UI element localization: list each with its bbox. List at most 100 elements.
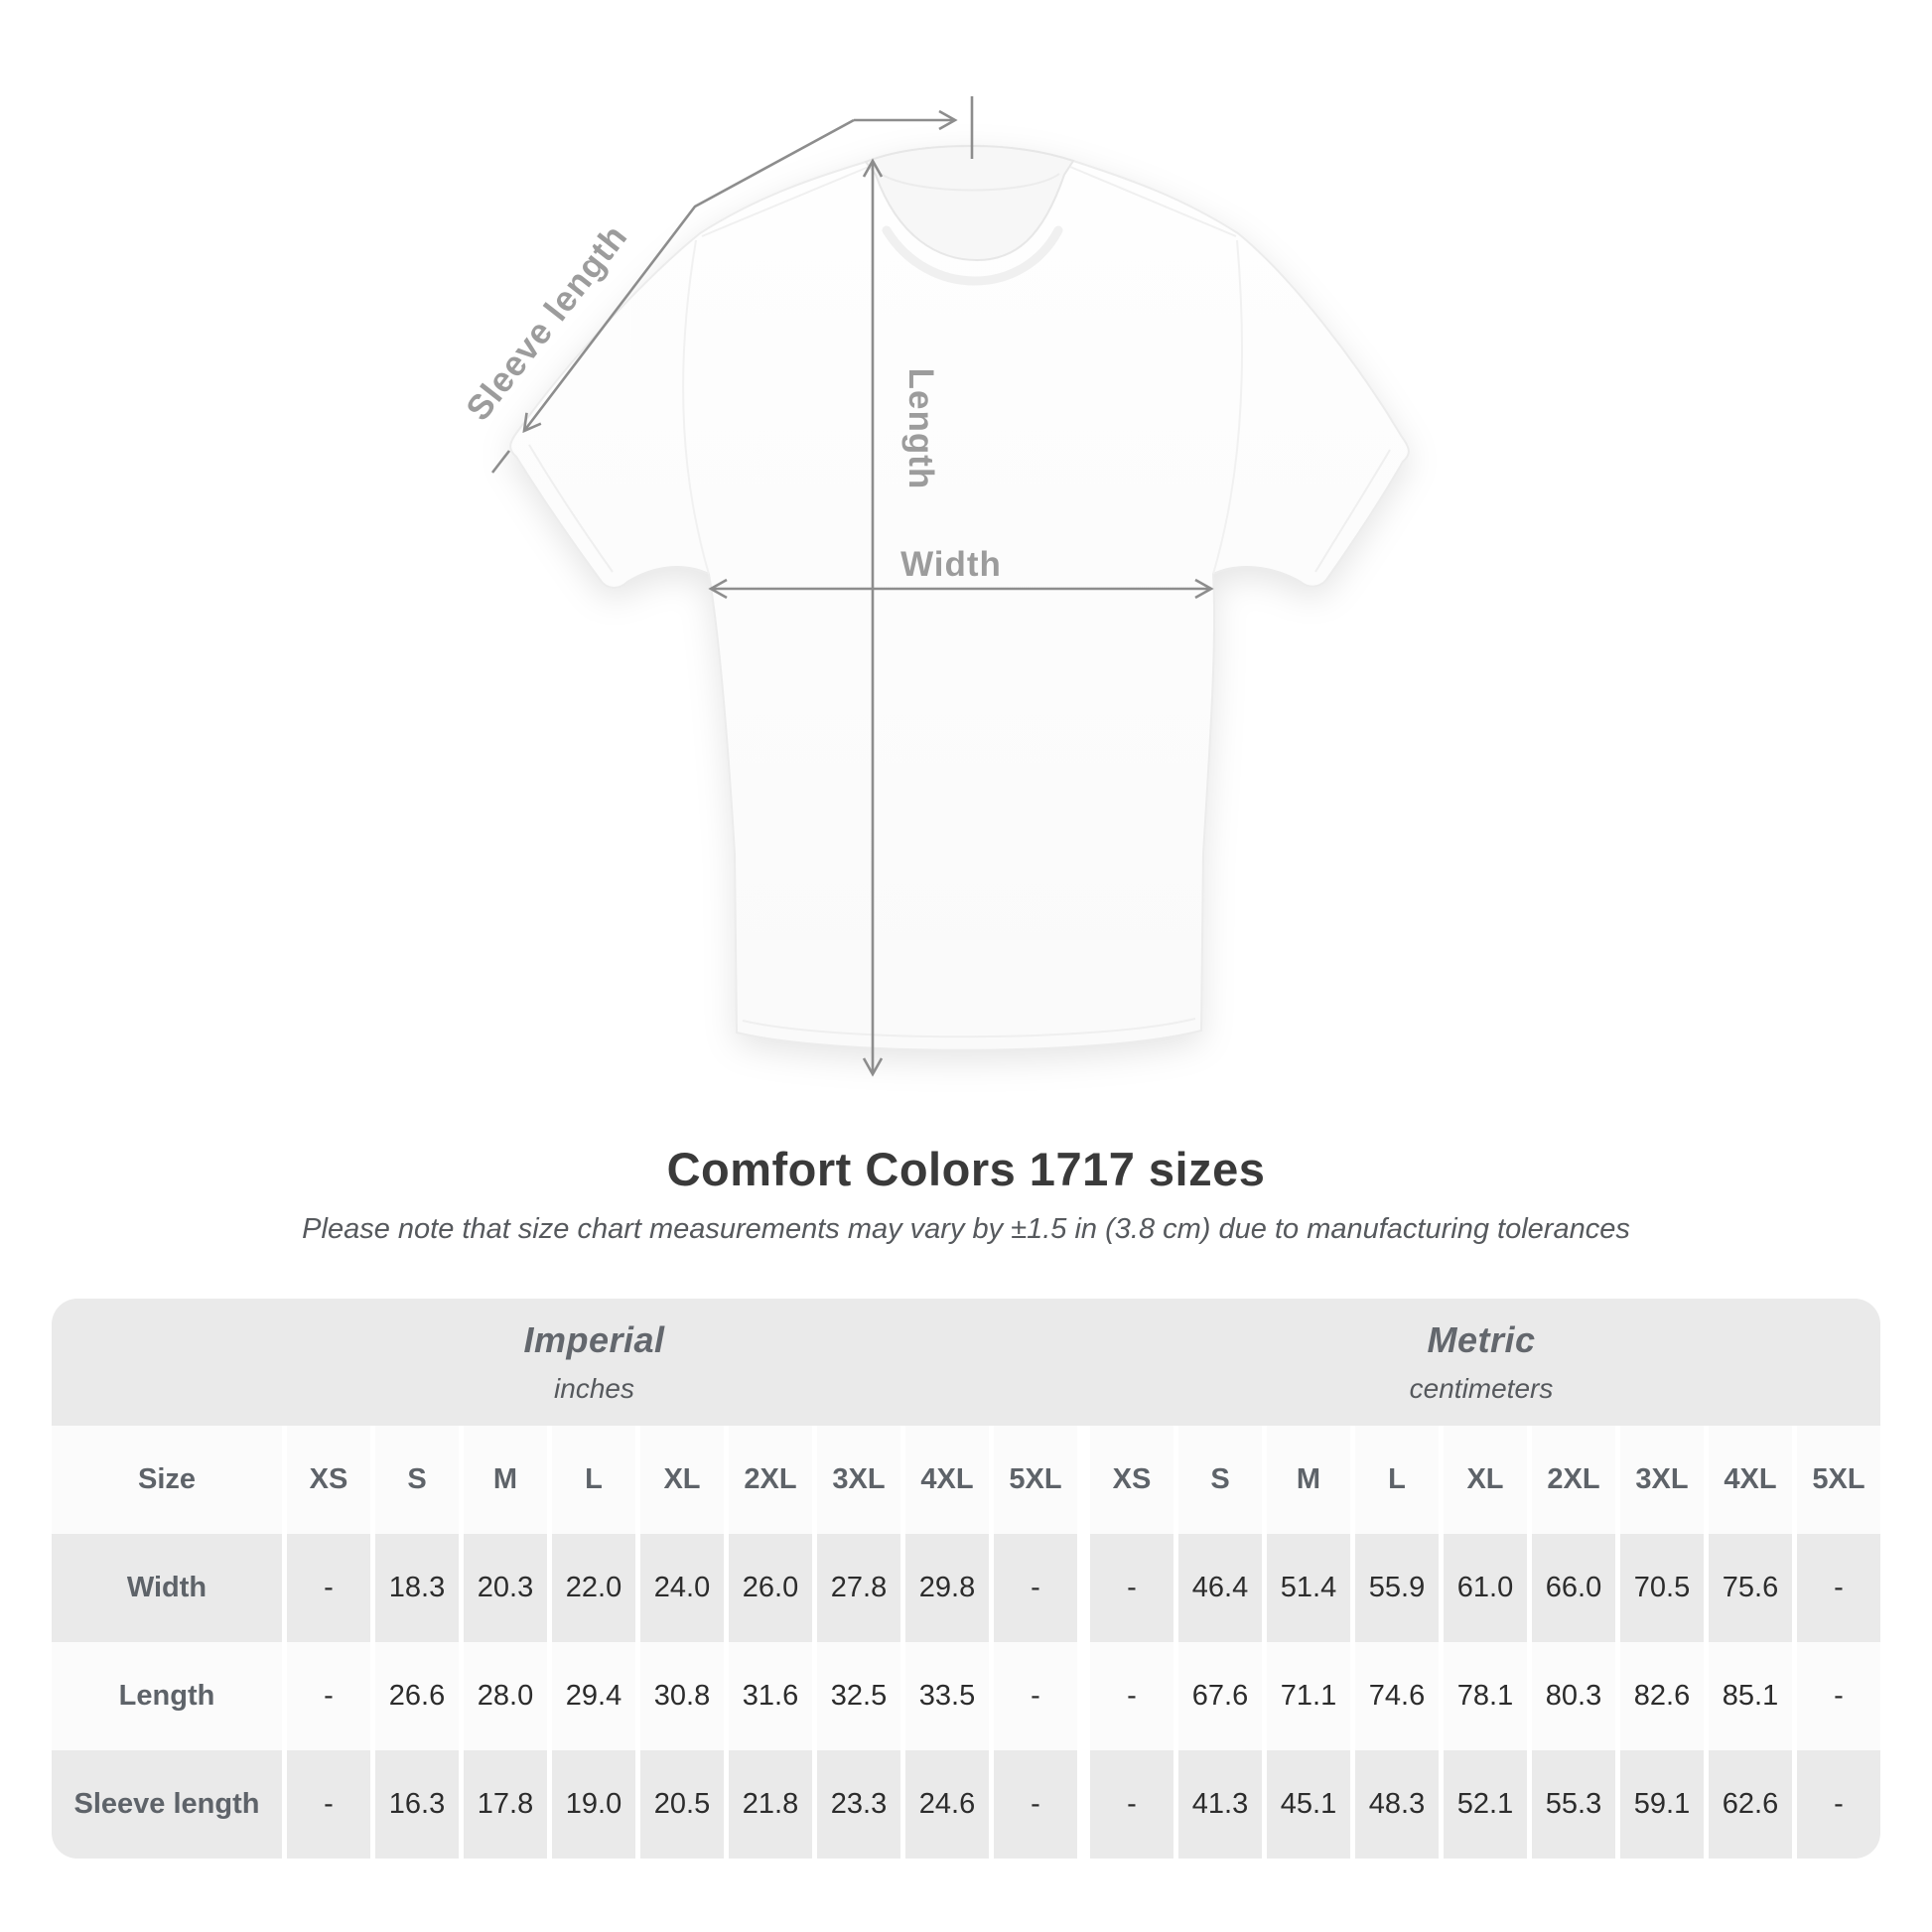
right-cuff-stitch — [1314, 449, 1391, 573]
size-column-header-metric: L — [1355, 1426, 1439, 1534]
size-column-header-metric: XL — [1444, 1426, 1527, 1534]
value-cell-metric: 48.3 — [1355, 1750, 1439, 1859]
value-cell-metric: 61.0 — [1444, 1534, 1527, 1642]
value-cell-imperial: - — [994, 1642, 1077, 1750]
value-cell-metric: 71.1 — [1267, 1642, 1350, 1750]
value-cell-imperial: - — [994, 1750, 1077, 1859]
value-cell-imperial: 24.0 — [640, 1534, 724, 1642]
value-cell-imperial: 19.0 — [552, 1750, 635, 1859]
value-cell-metric: 70.5 — [1620, 1534, 1704, 1642]
size-column-header-metric: S — [1178, 1426, 1262, 1534]
size-column-header-metric: 3XL — [1620, 1426, 1704, 1534]
size-column-header-imperial: XL — [640, 1426, 724, 1534]
size-column-header-metric: 4XL — [1709, 1426, 1792, 1534]
size-column-header-imperial: L — [552, 1426, 635, 1534]
tshirt-collar — [864, 144, 1075, 262]
left-cuff-stitch — [528, 444, 614, 573]
value-cell-imperial: 26.0 — [729, 1534, 812, 1642]
size-column-header-imperial: XS — [287, 1426, 370, 1534]
value-cell-imperial: 18.3 — [375, 1534, 459, 1642]
value-cell-metric: 55.9 — [1355, 1534, 1439, 1642]
size-column-header-metric: 5XL — [1797, 1426, 1880, 1534]
value-cell-imperial: - — [287, 1642, 370, 1750]
table-unit-header-band: Imperial inches Metric centimeters — [52, 1299, 1880, 1426]
left-sleeve-seam — [682, 239, 710, 575]
group-gap-spacer — [1082, 1642, 1085, 1750]
group-gap-spacer — [1082, 1534, 1085, 1642]
collar-back-seam — [880, 173, 1060, 192]
row-label-cell: Length — [52, 1642, 282, 1750]
page-subtitle: Please note that size chart measurements… — [302, 1213, 1630, 1245]
right-sleeve-seam — [1212, 239, 1244, 575]
value-cell-metric: 55.3 — [1532, 1750, 1615, 1859]
sleeve-length-arrow-line — [522, 118, 855, 434]
right-shoulder-seam — [1069, 166, 1237, 237]
value-cell-imperial: 16.3 — [375, 1750, 459, 1859]
size-column-header-imperial: 2XL — [729, 1426, 812, 1534]
size-table: Imperial inches Metric centimeters Size X… — [52, 1299, 1880, 1859]
value-cell-metric: 45.1 — [1267, 1750, 1350, 1859]
row-label-cell: Sleeve length — [52, 1750, 282, 1859]
imperial-group-title: Imperial — [523, 1319, 665, 1360]
value-cell-imperial: 28.0 — [464, 1642, 547, 1750]
size-column-header-imperial: 5XL — [994, 1426, 1077, 1534]
size-column-header-imperial: 3XL — [817, 1426, 900, 1534]
value-cell-metric: 41.3 — [1178, 1750, 1262, 1859]
value-cell-imperial: - — [994, 1534, 1077, 1642]
value-cell-metric: 52.1 — [1444, 1750, 1527, 1859]
value-cell-metric: 75.6 — [1709, 1534, 1792, 1642]
value-cell-imperial: - — [287, 1750, 370, 1859]
value-cell-metric: - — [1797, 1642, 1880, 1750]
value-cell-metric: 62.6 — [1709, 1750, 1792, 1859]
value-cell-metric: 78.1 — [1444, 1642, 1527, 1750]
page-title: Comfort Colors 1717 sizes — [666, 1143, 1266, 1195]
value-cell-metric: - — [1090, 1534, 1173, 1642]
value-cell-imperial: 31.6 — [729, 1642, 812, 1750]
hem-stitch — [742, 1018, 1196, 1038]
value-cell-imperial: 29.4 — [552, 1642, 635, 1750]
value-cell-imperial: 20.3 — [464, 1534, 547, 1642]
size-column-header-metric: 2XL — [1532, 1426, 1615, 1534]
value-cell-metric: 66.0 — [1532, 1534, 1615, 1642]
size-column-header-metric: XS — [1090, 1426, 1173, 1534]
collar-front-shadow — [882, 225, 1063, 286]
value-cell-metric: 85.1 — [1709, 1642, 1792, 1750]
left-shoulder-seam — [701, 166, 870, 237]
value-cell-imperial: 33.5 — [905, 1642, 989, 1750]
size-column-header-metric: M — [1267, 1426, 1350, 1534]
group-gap-spacer — [1082, 1750, 1085, 1859]
value-cell-metric: - — [1797, 1750, 1880, 1859]
value-cell-imperial: 26.6 — [375, 1642, 459, 1750]
value-cell-metric: 74.6 — [1355, 1642, 1439, 1750]
size-column-header-imperial: M — [464, 1426, 547, 1534]
size-header-cell: Size — [52, 1426, 282, 1534]
measurement-annotations — [490, 96, 1214, 1077]
metric-group-title: Metric — [1427, 1319, 1536, 1360]
value-cell-metric: - — [1797, 1534, 1880, 1642]
value-cell-metric: 80.3 — [1532, 1642, 1615, 1750]
value-cell-imperial: 27.8 — [817, 1534, 900, 1642]
group-gap-spacer — [1082, 1426, 1085, 1534]
sleeve-length-extension-dash — [490, 450, 511, 474]
metric-group-header: Metric centimeters — [1082, 1299, 1880, 1426]
value-cell-imperial: 32.5 — [817, 1642, 900, 1750]
value-cell-metric: 46.4 — [1178, 1534, 1262, 1642]
imperial-group-header: Imperial inches — [52, 1299, 1082, 1426]
value-cell-imperial: 17.8 — [464, 1750, 547, 1859]
value-cell-metric: - — [1090, 1750, 1173, 1859]
width-label: Width — [900, 545, 1002, 584]
size-column-header-imperial: 4XL — [905, 1426, 989, 1534]
value-cell-imperial: 24.6 — [905, 1750, 989, 1859]
length-label: Length — [901, 368, 940, 490]
imperial-group-subtitle: inches — [554, 1373, 634, 1404]
value-cell-metric: 82.6 — [1620, 1642, 1704, 1750]
value-cell-imperial: 23.3 — [817, 1750, 900, 1859]
value-cell-imperial: - — [287, 1534, 370, 1642]
value-cell-metric: 67.6 — [1178, 1642, 1262, 1750]
tshirt-measurement-diagram: Length Width Sleeve length — [459, 96, 1410, 1077]
size-column-header-imperial: S — [375, 1426, 459, 1534]
metric-group-subtitle: centimeters — [1409, 1373, 1554, 1404]
value-cell-metric: 59.1 — [1620, 1750, 1704, 1859]
value-cell-imperial: 20.5 — [640, 1750, 724, 1859]
